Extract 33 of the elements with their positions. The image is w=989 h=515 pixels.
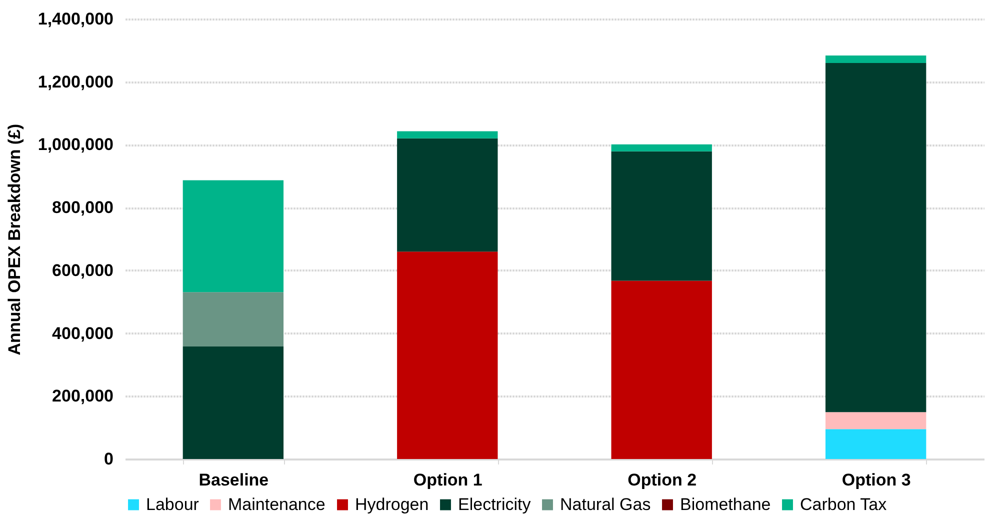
x-tick-label: Option 3	[842, 470, 911, 490]
y-tick-label: 1,200,000	[38, 72, 114, 92]
bar	[825, 55, 926, 63]
bar	[611, 151, 712, 281]
y-tick-label: 0	[104, 450, 114, 468]
legend-label: Natural Gas	[560, 494, 651, 514]
bar	[611, 144, 712, 152]
y-tick-label: 400,000	[52, 324, 114, 343]
x-tick-label: Option 2	[628, 470, 697, 490]
y-tick-label: 800,000	[52, 198, 114, 218]
legend-label: Maintenance	[228, 494, 326, 514]
y-tick-label: 1,400,000	[38, 10, 114, 28]
y-tick-label: 200,000	[52, 386, 114, 406]
legend-label: Labour	[146, 494, 200, 514]
bar	[397, 131, 498, 138]
y-axis-title: Annual OPEX Breakdown (£)	[4, 124, 24, 356]
bar	[611, 280, 712, 459]
bar	[825, 429, 926, 459]
bar	[397, 138, 498, 252]
y-tick-label: 600,000	[52, 260, 114, 280]
legend-label: Electricity	[458, 494, 532, 514]
legend-label: Carbon Tax	[800, 494, 888, 514]
y-tick-label: 1,000,000	[38, 135, 114, 154]
legend-label: Biomethane	[680, 494, 771, 514]
bar	[182, 346, 284, 459]
bar	[182, 292, 284, 346]
bar	[825, 63, 926, 412]
bar	[825, 412, 926, 430]
bar	[397, 252, 498, 459]
legend-label: Hydrogen	[355, 494, 429, 514]
x-tick-label: Option 1	[413, 470, 482, 490]
bar	[182, 180, 284, 292]
x-tick-label: Baseline	[198, 470, 269, 490]
